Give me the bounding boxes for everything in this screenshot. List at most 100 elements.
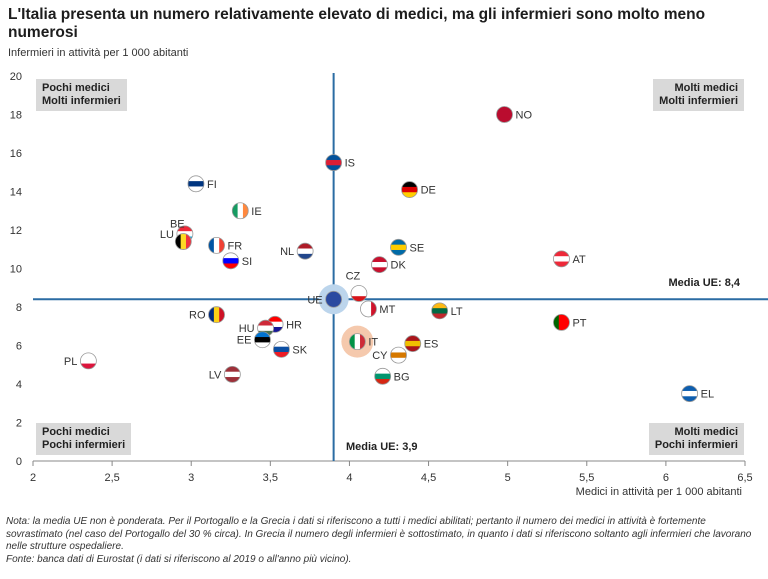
point-label: DE bbox=[421, 185, 436, 197]
flag-no-icon bbox=[496, 106, 513, 123]
x-tick-label: 6 bbox=[663, 472, 669, 484]
flag-stripe bbox=[350, 290, 367, 297]
y-tick-label: 8 bbox=[16, 302, 22, 314]
flag-stripe bbox=[254, 342, 271, 348]
flag-stripe bbox=[222, 252, 239, 259]
flag-stripe bbox=[431, 313, 448, 319]
flag-border bbox=[390, 238, 407, 256]
y-tick-label: 20 bbox=[10, 71, 22, 83]
flag-stripe bbox=[325, 159, 342, 166]
flag-stripe bbox=[325, 296, 342, 303]
flag-border bbox=[401, 181, 418, 198]
y-tick-label: 2 bbox=[16, 418, 22, 430]
point-label: IE bbox=[251, 206, 261, 218]
point-is: IS bbox=[325, 154, 355, 172]
flag-border bbox=[553, 250, 570, 268]
flag-stripe bbox=[267, 321, 284, 328]
flag-stripe bbox=[496, 111, 513, 118]
flag-stripe bbox=[273, 346, 290, 353]
flag-stripe bbox=[257, 320, 274, 327]
point-cy: CY bbox=[372, 346, 407, 364]
note-text: Nota: la media UE non è ponderata. Per i… bbox=[6, 516, 752, 552]
quadrant-top-left: Pochi medici Molti infermieri bbox=[36, 79, 127, 111]
quadrant-bottom-left: Pochi medici Pochi infermieri bbox=[36, 423, 132, 455]
flag-stripe bbox=[553, 261, 570, 267]
flag-mt-icon bbox=[360, 300, 377, 317]
point-label: LT bbox=[451, 306, 463, 318]
point-label: SI bbox=[242, 256, 252, 268]
point-label: HU bbox=[239, 323, 255, 335]
point-label: MT bbox=[379, 304, 395, 316]
flag-stripe bbox=[208, 237, 215, 254]
flag-stripe bbox=[496, 106, 513, 113]
flag-border bbox=[208, 236, 225, 254]
flag-stripe bbox=[297, 253, 314, 260]
flag-ue-icon bbox=[325, 291, 342, 308]
quadrant-top-right: Molti medici Molti infermieri bbox=[653, 79, 744, 111]
flag-stripe bbox=[371, 267, 388, 273]
flag-stripe bbox=[374, 378, 391, 385]
flag-ie-icon bbox=[232, 202, 249, 219]
point-label: UE bbox=[307, 294, 322, 306]
flag-border bbox=[231, 202, 249, 220]
x-tick-label: 4,5 bbox=[421, 472, 436, 484]
flag-border bbox=[208, 306, 225, 324]
point-bg: BG bbox=[374, 367, 410, 385]
flag-border bbox=[325, 154, 343, 172]
point-label: FR bbox=[228, 240, 243, 252]
flag-border bbox=[404, 335, 422, 352]
flag-border bbox=[431, 302, 449, 320]
flag-stripe bbox=[681, 385, 698, 392]
point-pt: PT bbox=[553, 313, 587, 331]
point-label: SK bbox=[292, 344, 307, 356]
flag-stripe bbox=[349, 333, 356, 350]
flag-stripe bbox=[325, 165, 342, 171]
point-el: EL bbox=[681, 385, 714, 403]
flag-stripe bbox=[390, 352, 407, 359]
flag-stripe bbox=[431, 302, 448, 309]
flag-stripe bbox=[390, 357, 407, 364]
point-ue: UE bbox=[307, 284, 349, 315]
flag-stripe bbox=[325, 291, 342, 298]
flag-stripe bbox=[371, 300, 377, 317]
flag-stripe bbox=[80, 352, 97, 359]
flag-stripe bbox=[175, 233, 182, 250]
point-label: EL bbox=[701, 389, 714, 401]
flag-stripe bbox=[404, 346, 421, 352]
flag-at-icon bbox=[553, 250, 570, 267]
y-tick-label: 14 bbox=[10, 187, 22, 199]
flag-border bbox=[371, 256, 388, 274]
point-ee: EE bbox=[237, 331, 271, 349]
flag-fi-icon bbox=[187, 175, 204, 192]
chart-title: L'Italia presenta un numero relativament… bbox=[8, 6, 706, 41]
flag-stripe bbox=[325, 154, 342, 161]
point-mt: MT bbox=[360, 300, 396, 318]
point-fi: FI bbox=[187, 175, 217, 193]
point-label: DK bbox=[391, 260, 407, 272]
flag-border bbox=[553, 313, 570, 331]
flag-cz-icon bbox=[350, 285, 367, 302]
flag-stripe bbox=[350, 285, 367, 292]
point-cz: CZ bbox=[346, 271, 368, 302]
point-lt: LT bbox=[431, 302, 463, 320]
point-label: PT bbox=[572, 317, 586, 329]
flag-stripe bbox=[187, 175, 204, 182]
flag-stripe bbox=[553, 256, 570, 263]
point-label: CZ bbox=[346, 271, 361, 283]
flag-fr-icon bbox=[208, 237, 225, 254]
mean-y-label: Media UE: 8,4 bbox=[668, 277, 740, 289]
point-label: IS bbox=[345, 158, 355, 170]
flag-stripe bbox=[297, 243, 314, 250]
quadrant-label: Pochi infermieri bbox=[42, 439, 126, 451]
point-label: PL bbox=[64, 356, 77, 368]
point-sk: SK bbox=[273, 340, 308, 358]
flag-si-icon bbox=[222, 252, 239, 269]
flag-es-icon bbox=[404, 335, 421, 352]
x-tick-label: 5,5 bbox=[579, 472, 594, 484]
flag-stripe bbox=[401, 192, 418, 198]
flag-dk-icon bbox=[371, 256, 388, 273]
point-label: NL bbox=[280, 246, 294, 258]
flag-stripe bbox=[254, 337, 271, 343]
flag-stripe bbox=[553, 314, 560, 331]
